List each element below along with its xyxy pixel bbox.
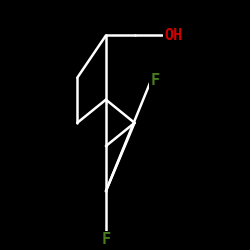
Text: F: F [101, 232, 110, 247]
Text: F: F [151, 73, 160, 88]
Text: OH: OH [164, 28, 183, 43]
